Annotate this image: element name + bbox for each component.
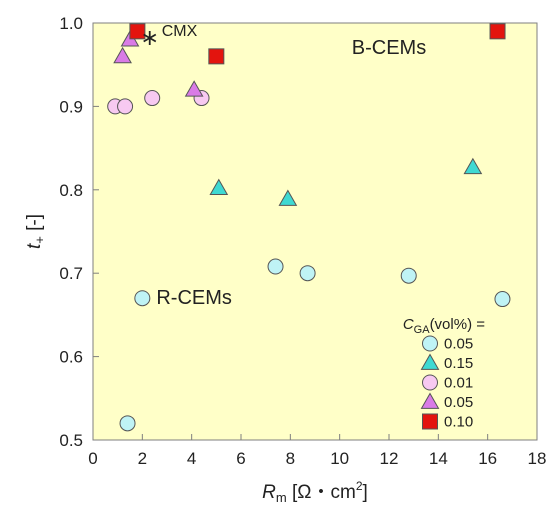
legend-marker <box>422 374 438 391</box>
x-tick-label: 14 <box>429 449 448 468</box>
data-point <box>143 31 157 46</box>
x-axis-title: Rm [Ω・cm2] <box>262 479 368 505</box>
region-label: R-CEMs <box>156 287 232 309</box>
x-tick-label: 4 <box>187 449 196 468</box>
y-tick-label: 0.9 <box>59 97 83 116</box>
legend-marker <box>422 335 438 352</box>
data-point <box>489 23 506 40</box>
y-tick-label: 1.0 <box>59 14 83 33</box>
legend-marker <box>420 392 440 409</box>
legend-item: 0.15 <box>420 353 473 372</box>
data-point <box>184 80 204 97</box>
y-tick-label: 0.8 <box>59 181 83 200</box>
legend-marker <box>420 353 440 370</box>
region-label: B-CEMs <box>352 37 426 59</box>
data-point <box>278 189 298 206</box>
legend-label: 0.10 <box>444 414 473 431</box>
legend-item: 0.10 <box>422 413 473 431</box>
data-point <box>134 290 151 307</box>
x-tick-label: 12 <box>380 449 399 468</box>
legend: CGA(vol%) =0.050.150.010.050.10 <box>403 316 485 431</box>
legend-item: 0.05 <box>422 335 473 353</box>
legend-label: 0.05 <box>444 394 473 411</box>
x-tick-label: 10 <box>330 449 349 468</box>
data-point <box>400 267 417 284</box>
legend-title: CGA(vol%) = <box>403 316 485 336</box>
annotations: B-CEMs R-CEMs <box>156 37 426 309</box>
y-tick-label: 0.7 <box>59 264 83 283</box>
plot-area <box>92 22 538 441</box>
data-points: CMX <box>107 23 511 432</box>
legend-item: 0.01 <box>422 374 473 392</box>
data-point <box>144 90 161 107</box>
data-point <box>208 48 225 65</box>
legend-label: 0.05 <box>444 336 473 353</box>
data-point <box>117 98 134 115</box>
axis-ticks: 0 2 4 6 8 10 12 14 16 18 0.5 0.6 0.7 0.8 0.9 1.0 <box>59 14 546 468</box>
data-point <box>119 415 136 432</box>
y-axis-title: t+ [-] <box>24 214 47 249</box>
x-tick-label: 0 <box>88 449 97 468</box>
legend-marker <box>422 413 438 430</box>
y-tick-label: 0.5 <box>59 431 83 450</box>
data-point <box>299 265 316 282</box>
legend-label: 0.15 <box>444 355 473 372</box>
data-point <box>267 258 284 275</box>
data-point <box>209 178 229 196</box>
y-tick-label: 0.6 <box>59 348 83 367</box>
data-point <box>129 23 146 40</box>
x-tick-label: 8 <box>286 449 295 468</box>
cmx-label: CMX <box>162 23 198 40</box>
data-point <box>463 157 483 175</box>
x-tick-label: 18 <box>528 449 547 468</box>
legend-label: 0.01 <box>444 375 473 392</box>
x-tick-label: 6 <box>236 449 245 468</box>
data-point <box>494 291 511 308</box>
x-tick-label: 2 <box>138 449 147 468</box>
data-point <box>113 46 132 64</box>
legend-item: 0.05 <box>420 392 473 411</box>
x-tick-label: 16 <box>478 449 497 468</box>
